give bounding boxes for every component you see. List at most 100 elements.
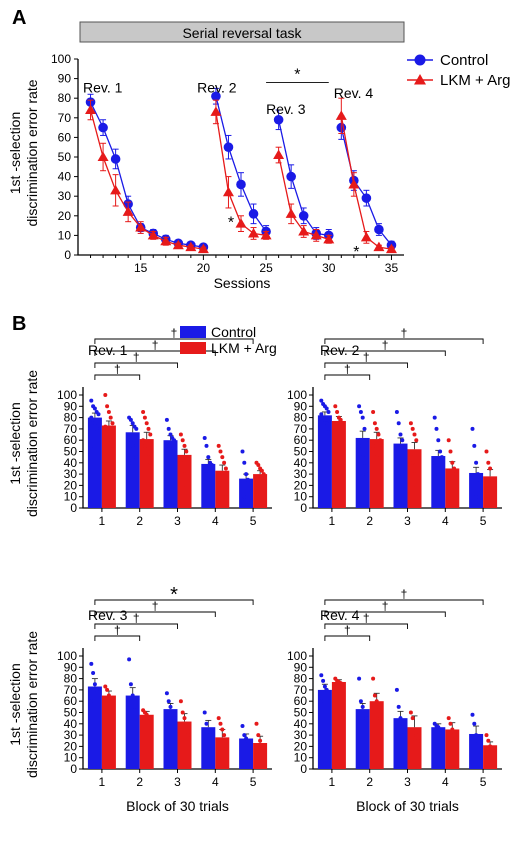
individual-point: [166, 699, 171, 704]
y-tick-label: 0: [64, 248, 71, 262]
data-point: [248, 209, 259, 219]
individual-point: [254, 721, 259, 726]
bar-Control: [125, 432, 140, 508]
individual-point: [216, 443, 221, 448]
series-line-LKM + Arg: [340, 115, 392, 250]
panel-a-line-chart: Serial reversal task 0 10 20 30 40 50 60 70 80 90 1…: [7, 21, 510, 291]
individual-point: [178, 432, 183, 437]
y-tick-label: 20: [294, 739, 308, 753]
data-point: [135, 222, 147, 232]
x-tick-label: 2: [366, 514, 373, 528]
individual-point: [371, 676, 376, 681]
individual-point: [92, 406, 97, 411]
data-point: [348, 178, 360, 189]
individual-point: [333, 426, 338, 431]
individual-point: [259, 468, 264, 473]
individual-point: [202, 435, 207, 440]
x-tick-label: 3: [404, 775, 411, 789]
individual-point: [148, 432, 153, 437]
data-point: [298, 211, 309, 221]
individual-point: [240, 724, 245, 729]
individual-point: [132, 449, 137, 454]
y-tick-label: 50: [294, 706, 308, 720]
y-tick-label: 30: [294, 728, 308, 742]
significance-bracket: [324, 374, 371, 380]
y-tick-label: 90: [64, 660, 78, 674]
individual-point: [134, 710, 139, 715]
significance-bracket: [324, 362, 408, 368]
y-tick-label: 20: [64, 739, 78, 753]
data-point: [97, 151, 109, 161]
individual-point: [141, 409, 146, 414]
data-point: [360, 231, 372, 242]
individual-point: [186, 733, 191, 738]
significance-bracket: [324, 350, 446, 356]
individual-point: [358, 449, 363, 454]
data-point: [373, 241, 385, 252]
y-tick-label: 100: [57, 388, 77, 402]
data-point: [223, 142, 234, 152]
x-tick-label: 25: [259, 261, 273, 275]
individual-point: [218, 477, 223, 482]
individual-point: [261, 472, 266, 477]
individual-point: [472, 489, 477, 494]
individual-point: [491, 753, 496, 758]
significance-dagger: †: [382, 599, 389, 613]
individual-point: [110, 699, 115, 704]
significance-dagger: †: [114, 362, 121, 376]
panel-a-letter: A: [12, 7, 26, 29]
y-tick-label: 10: [64, 751, 78, 765]
y-tick-label: 10: [294, 490, 308, 504]
individual-point: [242, 733, 247, 738]
individual-point: [91, 417, 96, 422]
bar-Control: [317, 689, 332, 769]
significance-bracket: [324, 599, 484, 605]
individual-point: [222, 460, 227, 465]
individual-point: [103, 449, 108, 454]
y-tick-label: 80: [58, 91, 72, 105]
individual-point: [89, 699, 94, 704]
individual-point: [333, 404, 338, 409]
significance-bracket: [94, 599, 254, 605]
individual-point: [242, 460, 247, 465]
x-tick-label: 1: [99, 514, 106, 528]
y-tick-label: 10: [58, 228, 72, 242]
x-tick-label: 3: [174, 514, 181, 528]
individual-point: [146, 426, 151, 431]
y-tick-label: 80: [294, 672, 308, 686]
individual-point: [244, 472, 249, 477]
individual-point: [96, 412, 101, 417]
individual-point: [105, 687, 110, 692]
individual-point: [474, 733, 479, 738]
y-tick-label: 20: [64, 478, 78, 492]
x-tick-label: 4: [212, 775, 219, 789]
significance-bracket: [94, 374, 141, 380]
individual-point: [247, 483, 252, 488]
bar-Control: [469, 733, 484, 769]
individual-point: [336, 438, 341, 443]
individual-point: [372, 693, 377, 698]
individual-point: [439, 455, 444, 460]
individual-point: [216, 716, 221, 721]
individual-point: [166, 443, 171, 448]
individual-point: [394, 449, 399, 454]
bar-LKM + Arg: [369, 439, 384, 508]
series-line-Control: [340, 127, 392, 246]
bar-Control: [239, 738, 254, 769]
individual-point: [220, 727, 225, 732]
bar-Control: [393, 718, 408, 769]
bar-LKM + Arg: [139, 714, 154, 769]
individual-point: [130, 693, 135, 698]
x-tick-label: 35: [385, 261, 399, 275]
individual-point: [130, 443, 135, 448]
individual-point: [402, 733, 407, 738]
data-point: [222, 186, 234, 197]
individual-point: [141, 438, 146, 443]
y-tick-label: 0: [70, 501, 77, 515]
individual-point: [202, 466, 207, 471]
y-axis-label: 1st -selectiondiscrimination error rate: [7, 631, 40, 778]
individual-point: [209, 744, 214, 749]
y-tick-label: 60: [64, 694, 78, 708]
individual-point: [106, 693, 111, 698]
